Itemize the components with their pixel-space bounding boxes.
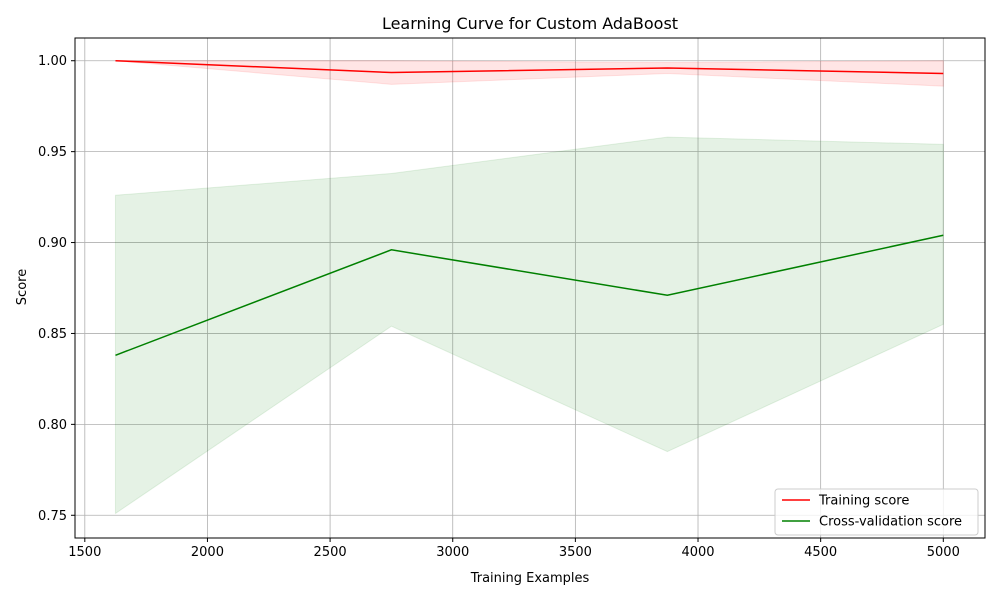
x-tick-label: 3500 [559,545,592,560]
line-series-1 [115,234,944,356]
x-tick-label: 4000 [681,545,714,560]
legend: Training score Cross-validation score [774,488,979,536]
y-tick-label: 0.95 [38,145,67,160]
x-tick-label: 5000 [927,545,960,560]
line-series-0 [115,59,944,75]
x-tick-label: 4500 [804,545,837,560]
legend-box [774,488,979,536]
plot-area-frame [74,37,986,539]
axis-ticks: 1500 2000 2500 3000 3500 4000 4500 5000 0.75 0.80… [38,54,960,560]
legend-label: Training score [818,494,909,509]
x-tick-label: 3000 [436,545,469,560]
x-tick-label: 2000 [191,545,224,560]
y-tick-label: 0.75 [38,509,67,524]
band-series-1 [114,136,944,515]
series-lines [115,59,944,356]
confidence-bands [114,60,944,515]
y-tick-label: 0.85 [38,327,67,342]
y-tick-label: 0.80 [38,418,67,433]
y-tick-label: 1.00 [38,54,67,69]
legend-label: Cross-validation score [819,515,962,530]
y-axis-label: Score [15,269,30,305]
x-axis-label: Training Examples [470,571,590,586]
x-tick-label: 2500 [314,545,347,560]
band-series-0 [115,60,944,87]
chart-title: Learning Curve for Custom AdaBoost [382,14,678,33]
y-tick-label: 0.90 [38,236,67,251]
x-tick-label: 1500 [68,545,101,560]
